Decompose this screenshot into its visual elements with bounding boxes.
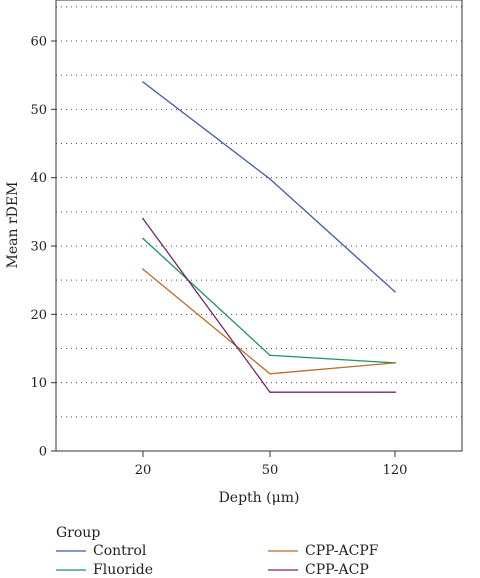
y-tick-label: 30 — [30, 240, 47, 255]
y-tick-label: 50 — [30, 103, 47, 118]
x-tick-label: 50 — [262, 463, 279, 478]
legend-title: Group — [56, 525, 100, 541]
y-tick-label: 20 — [30, 308, 47, 323]
plot-frame — [55, 0, 463, 452]
y-tick-label: 10 — [30, 376, 47, 391]
data-point-cpp-acpf — [142, 268, 144, 271]
data-point-control — [142, 81, 144, 83]
data-point-cpp-acpf — [269, 372, 271, 375]
y-tick-label: 40 — [30, 171, 47, 186]
data-point-control — [394, 290, 396, 293]
x-axis-title: Depth (μm) — [219, 490, 300, 506]
data-point-fluoride — [269, 354, 271, 357]
y-tick-label: 0 — [39, 445, 47, 460]
x-tick-label: 20 — [135, 463, 152, 478]
data-point-cpp-acpf — [394, 362, 396, 364]
gridlines — [56, 6, 462, 418]
x-tick-label: 120 — [383, 463, 408, 478]
data-point-cpp-acp — [269, 391, 271, 394]
legend-label-control: Control — [93, 543, 147, 559]
series-line-cpp-acpf — [142, 268, 396, 375]
data-point-cpp-acp — [394, 391, 396, 394]
y-axis: 0 10 20 30 40 50 60 — [30, 35, 56, 460]
data-point-control — [269, 178, 271, 180]
series-line-control — [142, 81, 396, 293]
x-axis: 20 50 120 — [135, 451, 408, 478]
legend-label-cpp-acpf: CPP-ACPF — [305, 543, 379, 559]
series-lines — [142, 81, 396, 394]
legend-label-fluoride: Fluoride — [93, 562, 153, 578]
data-point-cpp-acp — [142, 217, 144, 220]
y-tick-label: 60 — [30, 35, 47, 50]
legend-label-cpp-acp: CPP-ACP — [305, 562, 369, 578]
legend: Control Fluoride CPP-ACPF CPP-ACP — [56, 543, 379, 578]
data-point-fluoride — [142, 237, 144, 240]
y-axis-title: Mean rDEM — [5, 182, 21, 269]
